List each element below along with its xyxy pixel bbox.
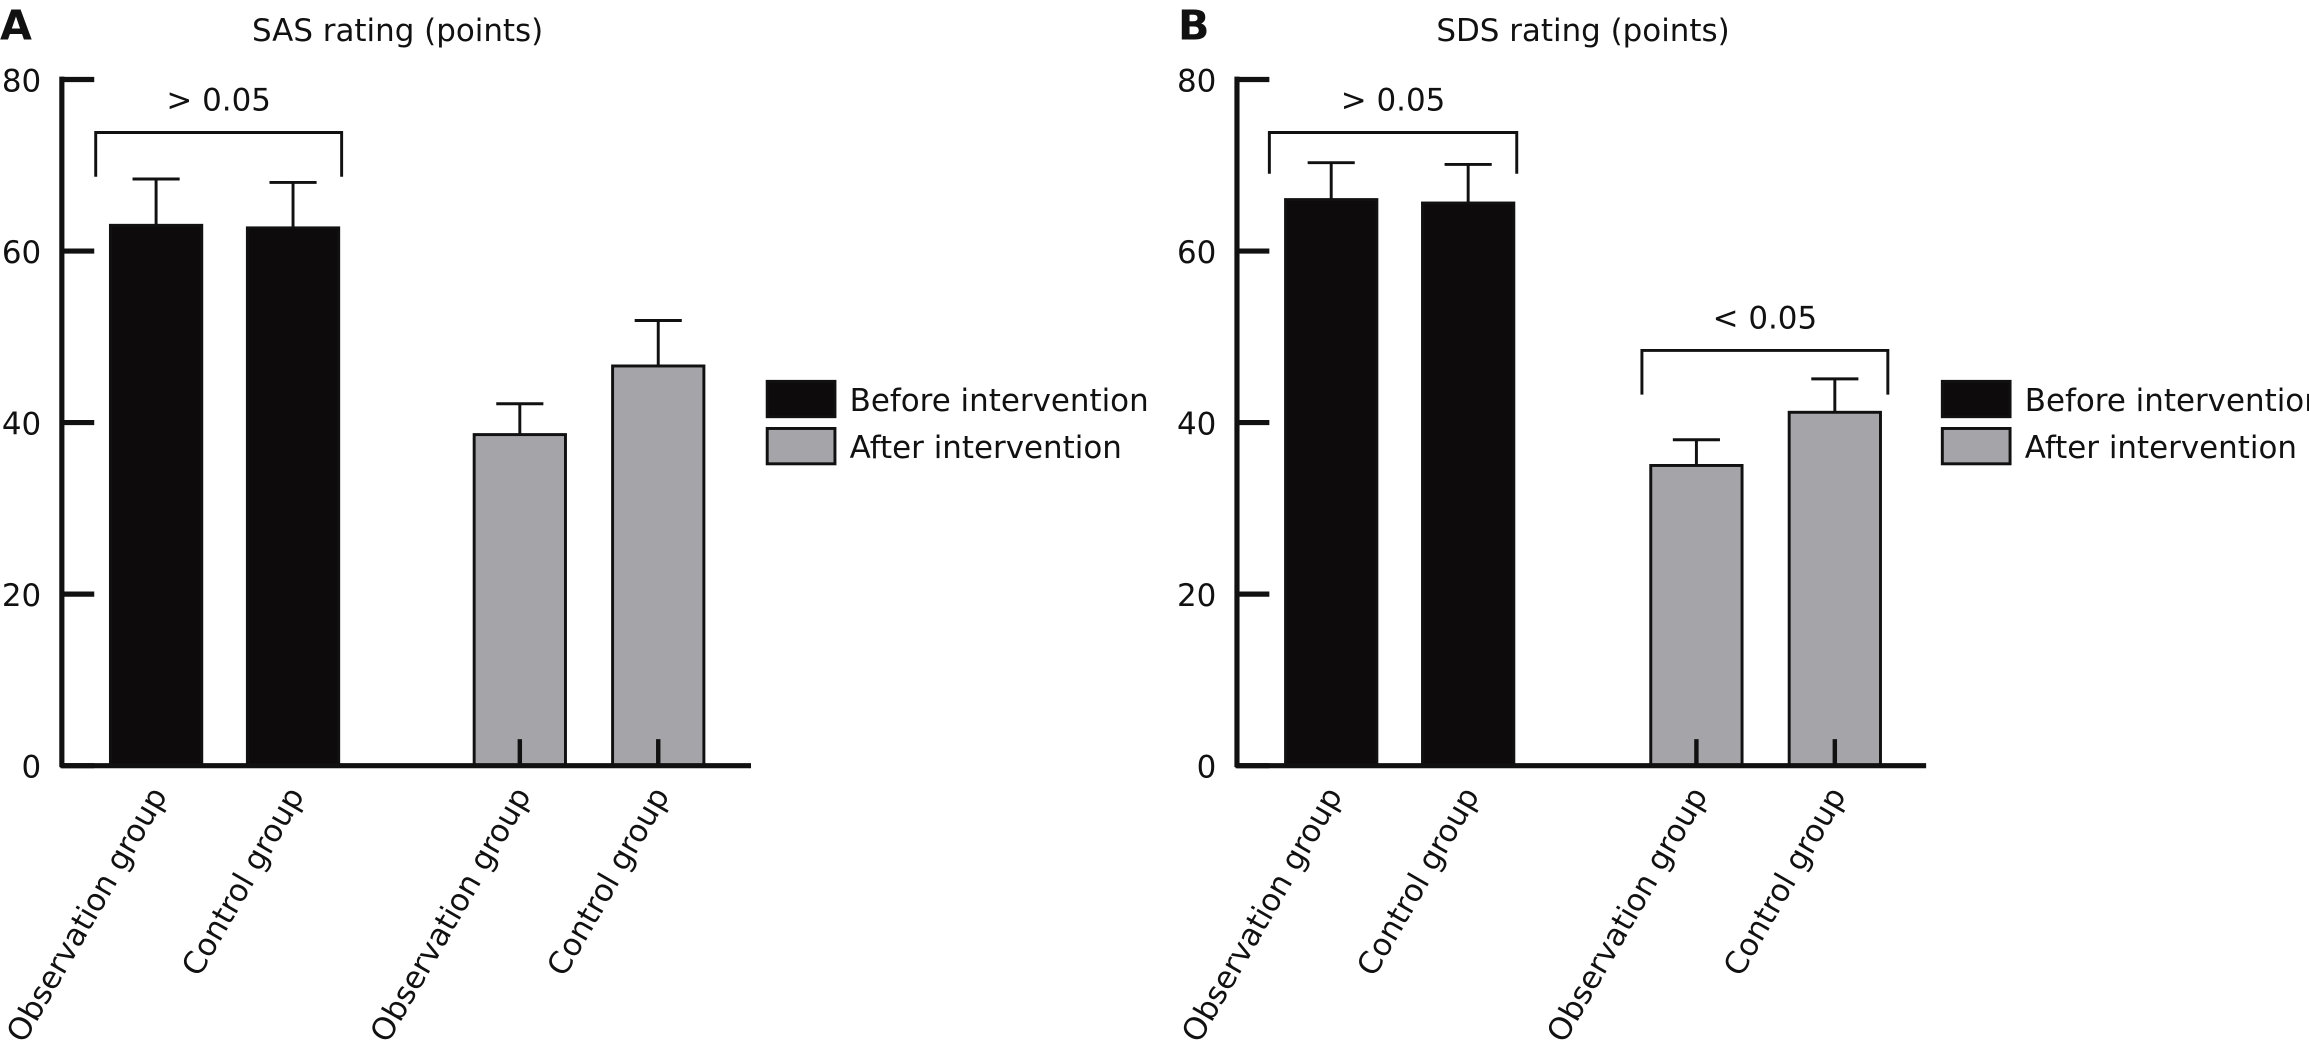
panel-label: A — [0, 2, 32, 50]
significance-bracket — [1640, 348, 1890, 395]
bar — [1649, 463, 1744, 768]
significance-bracket — [94, 131, 344, 177]
x-tick-label: Observation group — [1540, 781, 1715, 1041]
panel-b: B SDS rating (points) 0 20 40 60 80 Observation… — [1175, 2, 2309, 1041]
x-tick-label: Control group — [540, 781, 677, 982]
x-tick-label: Observation group — [363, 781, 538, 1041]
x-tick-label: Control group — [175, 781, 312, 982]
panel-a: A SAS rating (points) 0 20 40 60 80 Observation… — [0, 2, 1149, 1041]
p-value-label: > 0.05 — [166, 82, 271, 118]
bar — [1787, 410, 1882, 768]
y-tick-label: 20 — [2, 578, 41, 614]
bar — [108, 223, 204, 768]
legend-swatch — [1940, 379, 2012, 419]
significance-bracket — [1267, 131, 1519, 174]
chart-title: SAS rating (points) — [252, 13, 543, 49]
y-tick-label: 60 — [2, 235, 41, 271]
y-tick-label: 80 — [2, 63, 41, 99]
legend-swatch — [765, 427, 837, 466]
y-tick-label: 40 — [1177, 406, 1216, 442]
bar — [1284, 198, 1379, 768]
x-tick-label: Control group — [1717, 781, 1854, 982]
y-tick-label: 60 — [1177, 235, 1216, 271]
bar — [472, 433, 567, 768]
panel-label: B — [1178, 2, 1209, 50]
bar — [245, 226, 341, 768]
p-value-label: < 0.05 — [1713, 300, 1818, 336]
x-tick-label: Observation group — [0, 781, 175, 1041]
y-tick-label: 20 — [1177, 578, 1216, 614]
x-tick-label: Control group — [1350, 781, 1487, 982]
legend-swatch — [765, 379, 837, 419]
bar — [1421, 201, 1516, 768]
legend-label: After intervention — [850, 430, 1122, 466]
y-tick-label: 0 — [1197, 749, 1217, 785]
legend-label: Before intervention — [850, 383, 1149, 419]
y-tick-label: 0 — [22, 749, 42, 785]
y-tick-label: 40 — [2, 406, 41, 442]
bar — [611, 364, 706, 768]
y-tick-label: 80 — [1177, 63, 1216, 99]
p-value-label: > 0.05 — [1341, 82, 1446, 118]
legend-label: Before intervention — [2025, 383, 2309, 419]
legend-swatch — [1940, 427, 2012, 466]
chart-title: SDS rating (points) — [1436, 13, 1729, 49]
x-tick-label: Observation group — [1175, 781, 1350, 1041]
legend-label: After intervention — [2025, 430, 2297, 466]
